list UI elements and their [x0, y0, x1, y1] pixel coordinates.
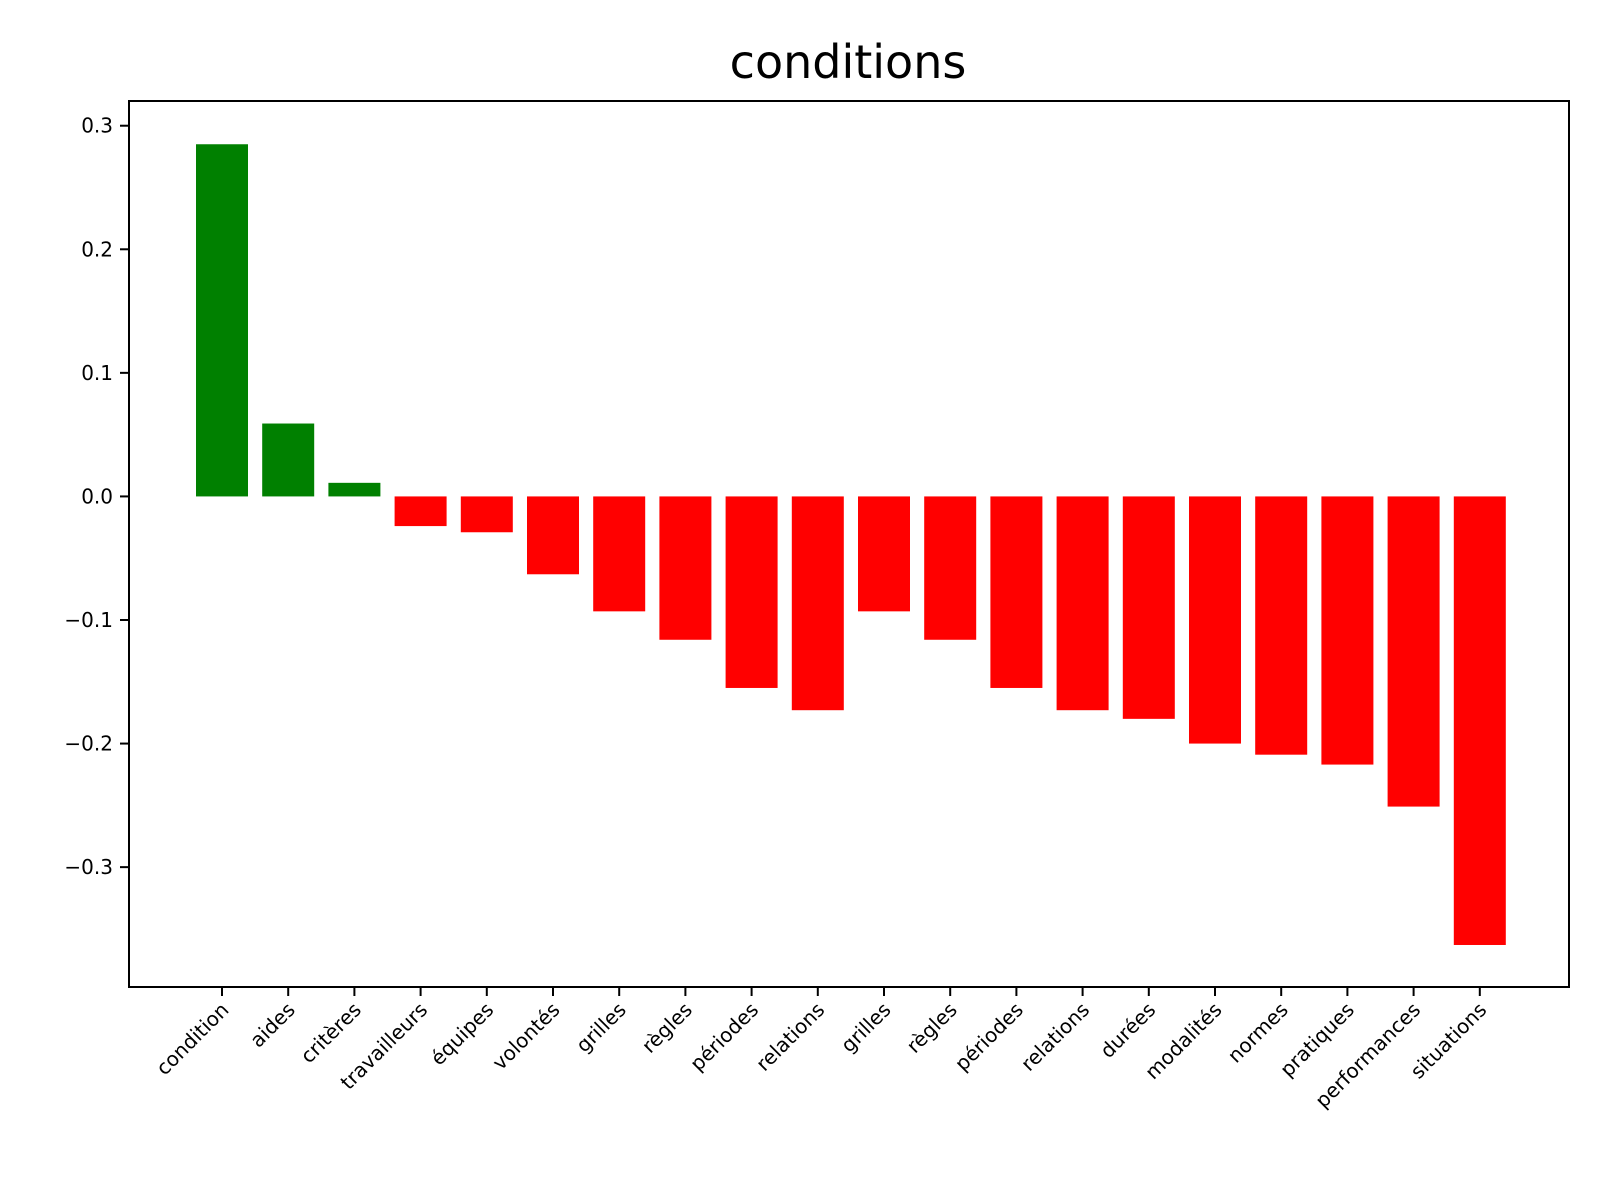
- y-tick-label: −0.1: [64, 608, 113, 632]
- bar-1: [196, 144, 248, 497]
- bar-9: [725, 496, 778, 688]
- x-axis: condition aidescritèrestravailleurséquipe…: [151, 987, 1491, 1112]
- y-tick-label: 0.2: [81, 237, 113, 261]
- bar-17: [1255, 496, 1308, 755]
- y-tick-label: 0.3: [81, 114, 113, 138]
- bar-15: [1122, 496, 1175, 719]
- bar-3: [328, 482, 381, 497]
- bar-13: [990, 496, 1043, 688]
- y-tick-label: 0.1: [81, 361, 113, 385]
- bar-18: [1321, 496, 1374, 765]
- bars-layer: [196, 144, 1506, 945]
- y-tick-label: −0.2: [64, 732, 113, 756]
- bar-10: [791, 496, 844, 711]
- x-tick-label: règles: [902, 998, 962, 1058]
- x-tick-label: équipes: [426, 998, 499, 1071]
- bar-19: [1387, 496, 1440, 807]
- x-tick-label: grilles: [571, 998, 631, 1058]
- bar-4: [394, 496, 447, 527]
- bar-14: [1056, 496, 1109, 711]
- x-tick-label: périodes: [685, 998, 763, 1076]
- bar-8: [659, 496, 712, 640]
- plot-frame: [128, 100, 1570, 988]
- bar-20: [1453, 496, 1506, 945]
- x-tick-label: aides: [245, 998, 300, 1053]
- y-tick-label: −0.3: [64, 855, 113, 879]
- x-tick-label: durées: [1095, 998, 1160, 1063]
- bar-7: [593, 496, 646, 612]
- bar-2: [262, 423, 315, 497]
- x-tick-label: grilles: [836, 998, 896, 1058]
- x-tick-label: périodes: [950, 998, 1028, 1076]
- bar-6: [527, 496, 579, 575]
- bar-12: [924, 496, 977, 640]
- chart-title: conditions: [730, 35, 967, 89]
- x-tick-label: condition: [151, 998, 233, 1080]
- x-tick-label: règles: [637, 998, 697, 1058]
- x-tick-label: relations: [1016, 998, 1094, 1076]
- bar-16: [1189, 496, 1241, 744]
- bar-11: [858, 496, 910, 612]
- bar-5: [460, 496, 513, 533]
- y-tick-label: 0.0: [81, 484, 113, 508]
- x-tick-label: volontés: [487, 998, 564, 1075]
- y-axis: 0.3 0.2 0.1 0.0 −0.1 −0.2 −0.3: [64, 114, 129, 879]
- x-tick-label: relations: [751, 998, 829, 1076]
